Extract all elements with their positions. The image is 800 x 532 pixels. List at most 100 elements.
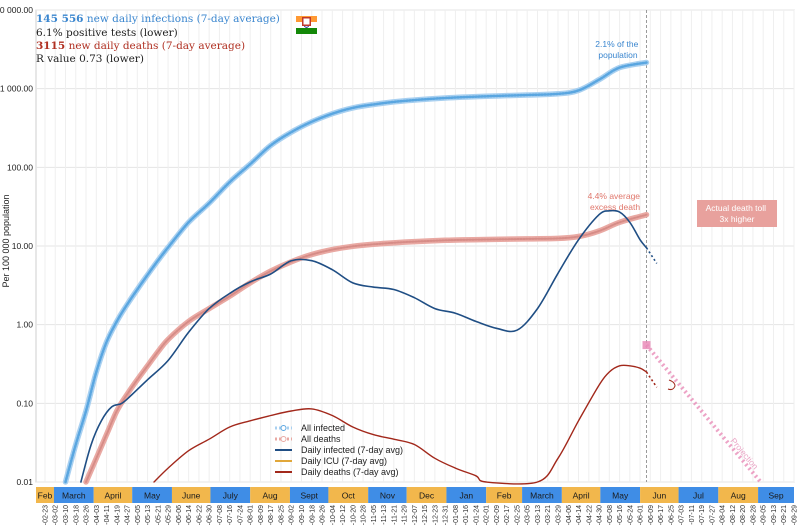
- week-tick-label: -04-06: [566, 505, 573, 525]
- week-tick-label: -07-19: [699, 505, 706, 525]
- deaths-text: new daily deaths (7-day average): [65, 40, 245, 52]
- week-tick-label: -12-31: [443, 505, 450, 525]
- legend: All infected All deaths Daily infected (…: [275, 423, 403, 477]
- week-tick-label: -05-16: [617, 505, 624, 525]
- month-band: [561, 487, 601, 503]
- week-tick-label: -06-14: [186, 505, 193, 525]
- month-label: May: [144, 491, 161, 501]
- week-tick-label: -10-28: [361, 505, 368, 525]
- week-axis: -02-23 -03-02 -03-10 -03-18 -03-26 -04-03 -04-…: [42, 505, 798, 525]
- week-tick-label: -07-11: [689, 505, 696, 525]
- week-tick-label: -07-08: [217, 505, 224, 525]
- y-tick-label: 0.10: [16, 398, 33, 408]
- week-tick-label: -11-13: [381, 505, 388, 525]
- legend-label-all-infected: All infected: [301, 423, 345, 433]
- week-tick-label: -08-17: [268, 505, 275, 525]
- population-annotation-line2: population: [598, 50, 638, 60]
- month-band: [600, 487, 641, 503]
- month-label: Feb: [497, 491, 512, 501]
- week-tick-label: -05-29: [166, 505, 173, 525]
- month-label: March: [530, 491, 554, 501]
- week-tick-label: -05-08: [607, 505, 614, 525]
- death-toll-annotation-line2: 3x higher: [720, 214, 755, 224]
- series-layer: [62, 59, 650, 485]
- legend-label-daily-infected: Daily infected (7-day avg): [301, 445, 403, 455]
- month-label: April: [104, 491, 121, 501]
- week-tick-label: -08-04: [720, 505, 727, 525]
- month-band: [368, 487, 407, 503]
- week-tick-label: -08-28: [750, 505, 757, 525]
- projection-arrow-icon: [667, 379, 676, 391]
- month-band: [406, 487, 447, 503]
- month-label: June: [182, 491, 201, 501]
- month-band: [640, 487, 679, 503]
- week-tick-label: -06-25: [668, 505, 675, 525]
- projection-start-marker: [642, 341, 651, 350]
- week-tick-label: -11-29: [402, 505, 409, 525]
- series-line-daily-infected: [80, 209, 648, 483]
- week-tick-label: -12-07: [412, 505, 419, 525]
- projection-label: Projection: [728, 436, 760, 472]
- week-tick-label: -10-12: [340, 505, 347, 525]
- week-tick-label: -06-17: [658, 505, 665, 525]
- positive-tests-line: 6.1% positive tests (lower): [36, 27, 178, 39]
- infections-text: new daily infections (7-day average): [84, 13, 280, 25]
- legend-item-all-deaths: All deaths: [275, 434, 341, 444]
- week-tick-label: -05-24: [627, 505, 634, 525]
- week-tick-label: -06-06: [176, 505, 183, 525]
- projection-line-daily-infected: [645, 247, 658, 264]
- india-flag-icon: [296, 16, 317, 34]
- week-tick-label: -06-09: [648, 505, 655, 525]
- week-tick-label: -09-02: [289, 505, 296, 525]
- y-tick-label: 1 000.00: [0, 84, 33, 94]
- month-label: Nov: [380, 491, 396, 501]
- month-band: [718, 487, 759, 503]
- excess-death-annotation-line1: 4.4% average: [588, 191, 641, 201]
- legend-label-all-deaths: All deaths: [301, 434, 341, 444]
- month-label: Aug: [263, 491, 278, 501]
- infections-line: 145 556 new daily infections (7-day aver…: [36, 13, 280, 25]
- week-tick-label: -04-22: [586, 505, 593, 525]
- week-tick-label: -09-10: [299, 505, 306, 525]
- month-label: Aug: [731, 491, 746, 501]
- month-label: Sept: [300, 491, 318, 501]
- death-toll-box: [697, 200, 777, 227]
- week-tick-label: -05-05: [135, 505, 142, 525]
- week-tick-label: -12-15: [422, 505, 429, 525]
- month-band: [446, 487, 487, 503]
- month-band: [36, 487, 54, 503]
- month-label: April: [573, 491, 590, 501]
- legend-item-daily-deaths: Daily deaths (7-day avg): [275, 467, 399, 477]
- week-tick-label: -07-16: [227, 505, 234, 525]
- week-tick-label: -03-13: [535, 505, 542, 525]
- week-tick-label: -04-03: [94, 505, 101, 525]
- excess-death-annotation: 4.4% average excess death: [588, 191, 643, 212]
- week-tick-label: -03-10: [63, 505, 70, 525]
- month-band: [758, 487, 794, 503]
- month-label: Oct: [342, 491, 356, 501]
- series-line-all-infected: [64, 61, 648, 484]
- week-tick-label: -03-26: [84, 505, 91, 525]
- y-tick-label: 100.00: [7, 162, 33, 172]
- population-annotation-line1: 2.1% of the: [595, 39, 638, 49]
- week-tick-label: -03-18: [73, 505, 80, 525]
- week-tick-label: -11-21: [391, 505, 398, 525]
- week-tick-label: -08-01: [248, 505, 255, 525]
- week-tick-label: -09-26: [320, 505, 327, 525]
- death-toll-annotation-line1: Actual death toll: [706, 203, 767, 213]
- legend-item-daily-icu: Daily ICU (7-day avg): [275, 456, 387, 466]
- month-label: Jun: [652, 491, 666, 501]
- month-label: May: [612, 491, 629, 501]
- week-tick-label: -07-24: [237, 505, 244, 525]
- week-tick-label: -10-04: [330, 505, 337, 525]
- week-tick-label: -02-25: [514, 505, 521, 525]
- legend-label-daily-deaths: Daily deaths (7-day avg): [301, 467, 399, 477]
- week-tick-label: -05-21: [155, 505, 162, 525]
- week-tick-label: -09-21: [781, 505, 788, 525]
- month-band: [250, 487, 290, 503]
- week-tick-label: -09-18: [309, 505, 316, 525]
- legend-label-daily-icu: Daily ICU (7-day avg): [301, 456, 387, 466]
- week-tick-label: -08-20: [740, 505, 747, 525]
- series-line-all-deaths: [85, 213, 648, 483]
- deaths-line: 3115 new daily deaths (7-day average): [36, 40, 245, 52]
